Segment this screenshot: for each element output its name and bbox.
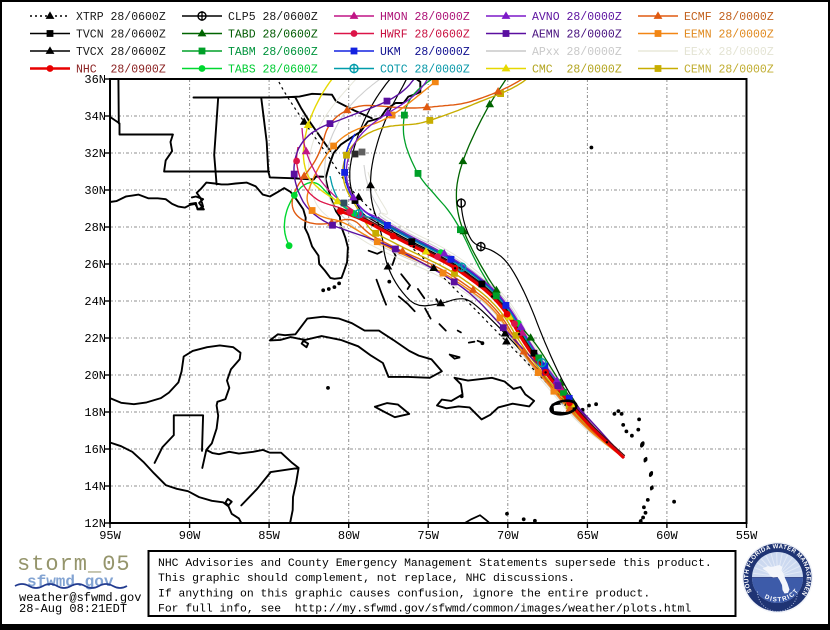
svg-text:95W: 95W [99,529,121,543]
svg-text:sfwmd.gov: sfwmd.gov [27,573,114,591]
svg-text:32N: 32N [84,147,106,161]
svg-text:CEMN 28/0000Z: CEMN 28/0000Z [684,64,774,77]
svg-text:55W: 55W [736,529,758,543]
svg-text:CLP5 28/0600Z: CLP5 28/0600Z [228,11,318,24]
svg-text:26N: 26N [84,258,106,272]
svg-text:30N: 30N [84,184,106,198]
svg-text:75W: 75W [417,529,439,543]
svg-text:28N: 28N [84,221,106,235]
svg-text:20N: 20N [84,369,106,383]
svg-text:UKM 28/0000Z: UKM 28/0000Z [380,46,470,59]
svg-text:This graphic should complement: This graphic should complement, not repl… [158,573,575,585]
svg-text:TVCN 28/0600Z: TVCN 28/0600Z [76,29,166,42]
svg-text:16N: 16N [84,443,106,457]
svg-text:36N: 36N [84,73,106,87]
svg-text:For full info, see http://my.: For full info, see http://my.sfwmd.gov/s… [158,604,691,616]
svg-text:storm_05: storm_05 [17,552,131,577]
svg-text:HWRF 28/0600Z: HWRF 28/0600Z [380,29,470,42]
svg-text:80W: 80W [338,529,360,543]
svg-text:NHC Advisories and County Emer: NHC Advisories and County Emergency Mana… [158,558,712,570]
svg-text:COTC 28/0000Z: COTC 28/0000Z [380,64,470,77]
svg-text:ECMF 28/0000Z: ECMF 28/0000Z [684,11,774,24]
svg-text:CMC 28/0000Z: CMC 28/0000Z [532,64,622,77]
svg-text:18N: 18N [84,406,106,420]
svg-text:EExx 28/0000Z: EExx 28/0000Z [684,46,774,59]
svg-text:28-Aug 08:21EDT: 28-Aug 08:21EDT [19,602,127,616]
svg-text:34N: 34N [84,110,106,124]
svg-text:70W: 70W [497,529,519,543]
svg-text:85W: 85W [258,529,280,543]
svg-text:AEMN 28/0000Z: AEMN 28/0000Z [532,29,622,42]
svg-text:If anything on this graphic ca: If anything on this graphic causes confu… [158,588,650,600]
svg-text:HMON 28/0000Z: HMON 28/0000Z [380,11,470,24]
svg-text:60W: 60W [656,529,678,543]
svg-text:22N: 22N [84,332,106,346]
svg-text:65W: 65W [577,529,599,543]
svg-text:AVNO 28/0000Z: AVNO 28/0000Z [532,11,622,24]
svg-text:TVCX 28/0600Z: TVCX 28/0600Z [76,46,166,59]
svg-text:90W: 90W [179,529,201,543]
svg-text:XTRP 28/0600Z: XTRP 28/0600Z [76,11,166,24]
svg-text:EEMN 28/0000Z: EEMN 28/0000Z [684,29,774,42]
svg-text:12N: 12N [84,517,106,531]
svg-text:TABD 28/0600Z: TABD 28/0600Z [228,29,318,42]
svg-text:14N: 14N [84,480,106,494]
svg-text:weather@sfwmd.gov: weather@sfwmd.gov [19,591,141,605]
svg-text:APxx 28/0000Z: APxx 28/0000Z [532,46,622,59]
svg-text:NHC 28/0900Z: NHC 28/0900Z [76,64,166,77]
svg-text:TABS 28/0600Z: TABS 28/0600Z [228,64,318,77]
svg-text:TABM 28/0600Z: TABM 28/0600Z [228,46,318,59]
svg-text:24N: 24N [84,295,106,309]
